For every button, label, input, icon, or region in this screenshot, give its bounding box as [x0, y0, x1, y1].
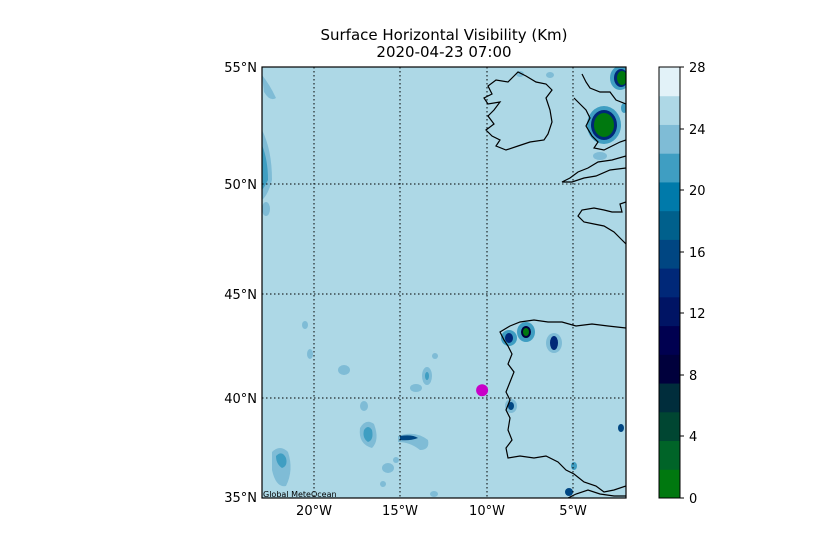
colorbar-swatch	[659, 383, 680, 413]
colorbar-swatch	[659, 210, 680, 240]
lon-tick-label: 5°W	[559, 504, 587, 519]
colorbar-swatch	[659, 124, 680, 154]
chart-subtitle: 2020-04-23 07:00	[376, 43, 512, 61]
colorbar-swatch	[659, 354, 680, 384]
lat-tick-label: 35°N	[224, 491, 257, 506]
lat-tick-label: 50°N	[224, 178, 257, 193]
colorbar-swatch	[659, 440, 680, 470]
colorbar-swatch	[659, 268, 680, 298]
lon-tick-label: 20°W	[296, 504, 332, 519]
lat-tick-label: 45°N	[224, 288, 257, 303]
colorbar-swatch	[659, 411, 680, 442]
coastlines	[483, 71, 626, 498]
graticule	[262, 67, 626, 498]
lat-tick-label: 55°N	[224, 61, 257, 76]
colorbar-swatch	[659, 469, 680, 499]
colorbar-swatch	[659, 239, 680, 269]
colorbar-ticks: 28 24 20 16 12 8 4 0	[680, 61, 706, 507]
lon-tick-label: 10°W	[469, 504, 505, 519]
colorbar-swatch	[659, 181, 680, 212]
location-marker	[476, 384, 489, 397]
lon-axis: 20°W 15°W 10°W 5°W	[296, 504, 587, 519]
colorbar-tick-label: 0	[689, 492, 697, 507]
colorbar-swatch	[659, 296, 680, 327]
colorbar-swatch	[659, 95, 680, 125]
colorbar-tick-label: 12	[689, 307, 706, 322]
colorbar-tick-label: 28	[689, 61, 706, 76]
colorbar-swatch	[659, 153, 680, 183]
visibility-field	[262, 67, 626, 498]
colorbar-swatches	[659, 67, 680, 499]
lat-tick-label: 40°N	[224, 392, 257, 407]
map-plot-area	[262, 67, 626, 498]
map-frame	[261, 66, 627, 499]
colorbar-tick-label: 24	[689, 123, 706, 138]
colorbar: 28 24 20 16 12 8 4 0	[658, 61, 706, 507]
colorbar-tick-label: 16	[689, 246, 706, 261]
visibility-contours	[262, 67, 626, 497]
colorbar-swatch	[659, 67, 680, 97]
credit-label: Global MeteOcean	[263, 490, 337, 499]
colorbar-frame	[658, 66, 681, 499]
chart-title: Surface Horizontal Visibility (Km)	[320, 26, 568, 44]
lat-axis: 55°N 50°N 45°N 40°N 35°N	[224, 61, 257, 506]
colorbar-swatch	[659, 325, 680, 355]
colorbar-tick-label: 4	[689, 430, 697, 445]
lon-tick-label: 15°W	[382, 504, 418, 519]
colorbar-tick-label: 8	[689, 369, 697, 384]
colorbar-tick-label: 20	[689, 184, 706, 199]
